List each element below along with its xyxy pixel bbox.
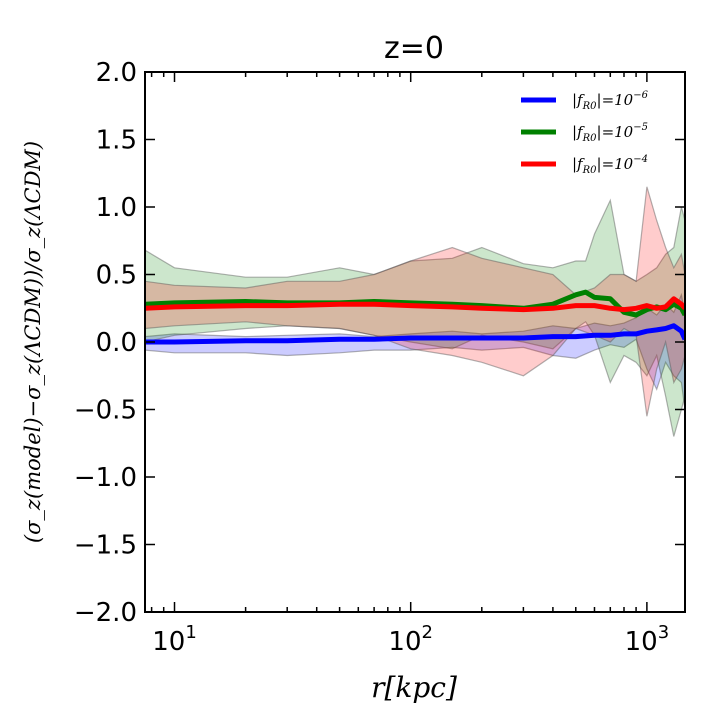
x-tick-label: 102 [388, 622, 433, 657]
legend-label: |fR0|=10−5 [572, 122, 648, 144]
y-tick-label: −2.0 [74, 598, 137, 628]
x-axis: 101 102 103 [150, 72, 670, 657]
y-tick-label: −1.0 [74, 463, 137, 493]
legend-label: |fR0|=10−6 [572, 90, 649, 112]
y-axis: 2.0 1.5 1.0 0.5 0.0 −0.5 −1.0 −1.5 −2.0 [74, 58, 685, 628]
y-tick-label: 1.0 [96, 193, 137, 223]
y-tick-label: 0.5 [96, 261, 137, 291]
y-tick-label: 1.5 [96, 126, 137, 156]
error-bands [145, 186, 685, 437]
chart-title: z=0 [384, 31, 444, 66]
error-band [145, 198, 685, 437]
series-lines [145, 289, 685, 345]
series-line [145, 296, 685, 313]
y-tick-label: −1.5 [74, 531, 137, 561]
y-tick-label: 2.0 [96, 58, 137, 88]
legend: |fR0|=10−6 |fR0|=10−5 |fR0|=10−4 [521, 90, 649, 176]
y-axis-label: (σ_z(model)−σ_z(ΛCDM))/σ_z(ΛCDM) [21, 141, 45, 543]
series-line [145, 323, 685, 345]
legend-label: |fR0|=10−4 [572, 154, 648, 176]
x-tick-label: 103 [625, 622, 670, 657]
x-tick-label: 101 [152, 622, 197, 657]
error-band [145, 292, 685, 410]
y-tick-label: 0.0 [96, 328, 137, 358]
x-axis-label: r[kpc] [371, 671, 457, 704]
y-tick-label: −0.5 [74, 396, 137, 426]
